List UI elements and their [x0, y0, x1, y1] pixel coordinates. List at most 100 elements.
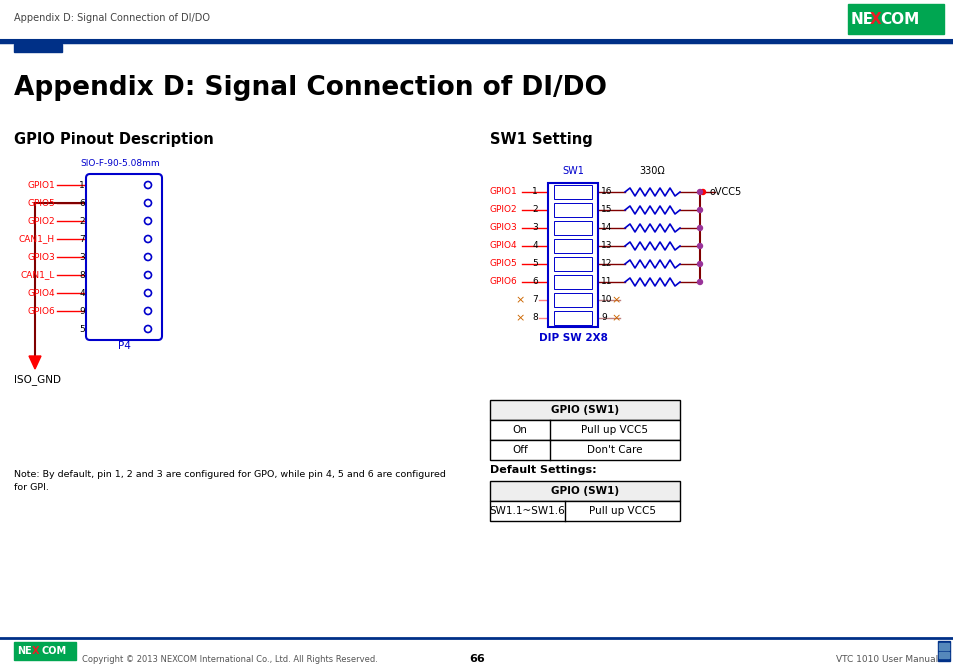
- Circle shape: [697, 190, 701, 194]
- Text: Appendix D: Signal Connection of DI/DO: Appendix D: Signal Connection of DI/DO: [14, 75, 606, 101]
- Text: 66: 66: [469, 654, 484, 664]
- Text: GPIO Pinout Description: GPIO Pinout Description: [14, 132, 213, 147]
- Bar: [847, 4, 943, 34]
- Circle shape: [697, 261, 701, 267]
- Bar: [937, 641, 949, 661]
- Text: 10: 10: [600, 296, 612, 304]
- Text: 7: 7: [532, 296, 537, 304]
- Text: GPIO5: GPIO5: [28, 198, 55, 208]
- Bar: [547, 183, 598, 327]
- Text: Note: By default, pin 1, 2 and 3 are configured for GPO, while pin 4, 5 and 6 ar: Note: By default, pin 1, 2 and 3 are con…: [14, 470, 445, 492]
- Circle shape: [144, 235, 152, 243]
- Text: CAN1_L: CAN1_L: [21, 271, 55, 280]
- Bar: [490, 481, 679, 501]
- Bar: [554, 239, 592, 253]
- Text: X: X: [869, 11, 881, 26]
- Text: 6: 6: [79, 198, 85, 208]
- Bar: [554, 221, 592, 235]
- Text: SIO-F-90-5.08mm: SIO-F-90-5.08mm: [80, 159, 160, 168]
- Text: 8: 8: [79, 271, 85, 280]
- Bar: [490, 501, 679, 521]
- Bar: [554, 275, 592, 289]
- Bar: [554, 185, 592, 199]
- Text: 9: 9: [600, 314, 606, 323]
- Text: DIP SW 2X8: DIP SW 2X8: [538, 333, 607, 343]
- Text: GPIO2: GPIO2: [490, 206, 517, 214]
- Text: GPIO (SW1): GPIO (SW1): [551, 486, 618, 496]
- Text: GPIO3: GPIO3: [28, 253, 55, 261]
- Text: 2: 2: [532, 206, 537, 214]
- Text: 3: 3: [532, 224, 537, 233]
- Text: 3: 3: [79, 253, 85, 261]
- Text: ×: ×: [611, 295, 620, 305]
- Text: ×: ×: [515, 295, 524, 305]
- Text: Appendix D: Signal Connection of DI/DO: Appendix D: Signal Connection of DI/DO: [14, 13, 210, 23]
- Text: 2: 2: [79, 216, 85, 226]
- Circle shape: [144, 290, 152, 296]
- Text: GPIO6: GPIO6: [490, 278, 517, 286]
- Text: On: On: [512, 425, 527, 435]
- Text: Pull up VCC5: Pull up VCC5: [588, 506, 656, 516]
- Circle shape: [697, 208, 701, 212]
- Text: 13: 13: [600, 241, 612, 251]
- Text: 6: 6: [532, 278, 537, 286]
- Text: 14: 14: [600, 224, 612, 233]
- Circle shape: [697, 243, 701, 249]
- Text: NE: NE: [17, 646, 32, 656]
- Text: GPIO4: GPIO4: [28, 288, 55, 298]
- Text: X: X: [32, 646, 40, 656]
- Circle shape: [144, 181, 152, 189]
- Bar: [490, 440, 679, 460]
- Text: GPIO2: GPIO2: [28, 216, 55, 226]
- Text: oVCC5: oVCC5: [709, 187, 741, 197]
- Text: GPIO4: GPIO4: [490, 241, 517, 251]
- Text: SW1: SW1: [561, 166, 583, 176]
- Text: P4: P4: [117, 341, 131, 351]
- Circle shape: [697, 226, 701, 230]
- Circle shape: [697, 280, 701, 284]
- Text: 330Ω: 330Ω: [639, 166, 664, 176]
- Bar: [490, 400, 679, 420]
- Text: COM: COM: [41, 646, 67, 656]
- Text: Copyright © 2013 NEXCOM International Co., Ltd. All Rights Reserved.: Copyright © 2013 NEXCOM International Co…: [82, 655, 377, 664]
- Bar: [554, 203, 592, 217]
- Bar: [490, 420, 679, 440]
- Circle shape: [144, 200, 152, 206]
- Polygon shape: [29, 356, 41, 369]
- Circle shape: [144, 325, 152, 333]
- Circle shape: [144, 308, 152, 314]
- Text: SW1 Setting: SW1 Setting: [490, 132, 592, 147]
- Text: Default Settings:: Default Settings:: [490, 465, 596, 475]
- Circle shape: [144, 253, 152, 261]
- Text: GPIO1: GPIO1: [28, 181, 55, 190]
- Bar: [938, 652, 948, 658]
- Text: NE: NE: [849, 11, 873, 26]
- Text: ×: ×: [611, 313, 620, 323]
- Text: 16: 16: [600, 187, 612, 196]
- Circle shape: [144, 271, 152, 278]
- Text: 4: 4: [532, 241, 537, 251]
- Text: 9: 9: [79, 306, 85, 315]
- Text: Off: Off: [512, 445, 527, 455]
- Text: 4: 4: [79, 288, 85, 298]
- Text: 11: 11: [600, 278, 612, 286]
- Text: 15: 15: [600, 206, 612, 214]
- Text: GPIO3: GPIO3: [490, 224, 517, 233]
- FancyBboxPatch shape: [86, 174, 162, 340]
- Text: ×: ×: [515, 313, 524, 323]
- Text: 5: 5: [79, 325, 85, 333]
- Bar: [14, 642, 76, 660]
- Circle shape: [144, 218, 152, 224]
- Text: COM: COM: [880, 11, 919, 26]
- Text: ISO_GND: ISO_GND: [14, 374, 61, 385]
- Bar: [554, 257, 592, 271]
- Text: GPIO (SW1): GPIO (SW1): [551, 405, 618, 415]
- Bar: [554, 311, 592, 325]
- Text: GPIO6: GPIO6: [28, 306, 55, 315]
- Text: CAN1_H: CAN1_H: [19, 235, 55, 243]
- Circle shape: [700, 190, 705, 194]
- Text: SW1.1~SW1.6: SW1.1~SW1.6: [489, 506, 565, 516]
- Text: 1: 1: [79, 181, 85, 190]
- Bar: [938, 643, 948, 650]
- Bar: [14, 44, 62, 52]
